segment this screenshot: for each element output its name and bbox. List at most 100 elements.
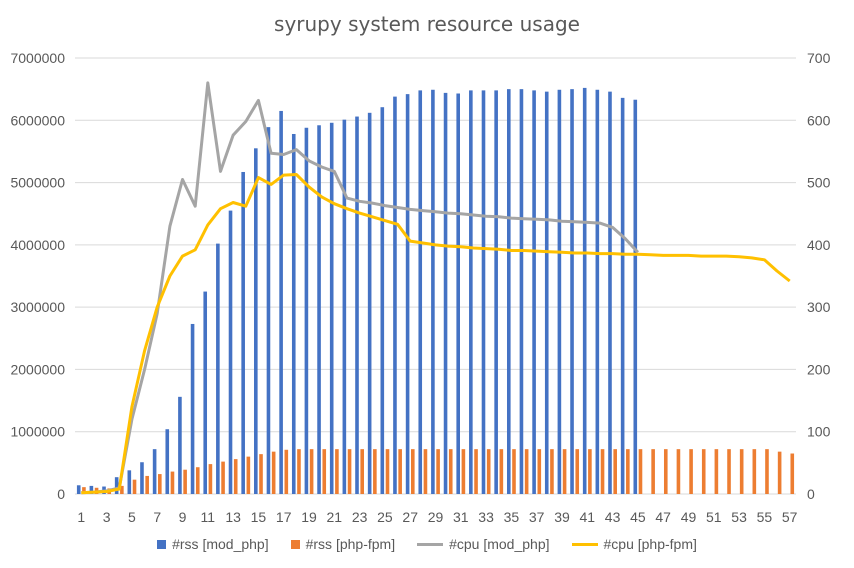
bar-rss-php-fpm (663, 449, 668, 494)
bar-rss-mod-php (494, 90, 498, 494)
bar-rss-php-fpm (626, 449, 630, 494)
y-right-tick-label: 400 (807, 237, 831, 253)
bar-rss-mod-php (544, 91, 549, 495)
bar-rss-mod-php (481, 90, 486, 494)
legend-swatch-line (417, 542, 444, 546)
bar-rss-php-fpm (347, 449, 352, 494)
bar-rss-mod-php (241, 171, 245, 495)
x-tick-label: 57 (782, 509, 798, 525)
bar-rss-php-fpm (499, 449, 504, 494)
x-tick-label: 47 (655, 509, 671, 525)
y-right-tick-label: 200 (807, 361, 831, 377)
bar-rss-php-fpm (170, 471, 175, 494)
legend-label: #cpu [php-fpm] (603, 536, 697, 552)
y-right-tick-label: 700 (807, 50, 831, 66)
y-left-tick-label: 3000000 (10, 299, 65, 315)
bar-rss-php-fpm (120, 485, 124, 494)
bar-rss-mod-php (140, 462, 144, 494)
bar-rss-php-fpm (790, 453, 795, 494)
bar-rss-php-fpm (221, 461, 225, 494)
bar-rss-php-fpm (752, 449, 757, 494)
bar-rss-php-fpm (246, 456, 251, 494)
bar-rss-mod-php (367, 112, 372, 494)
y-left-tick-label: 1000000 (10, 424, 65, 440)
bar-rss-php-fpm (411, 449, 415, 494)
bar-rss-php-fpm (158, 474, 162, 494)
bar-rss-mod-php (342, 119, 347, 495)
bar-rss-mod-php (317, 125, 321, 495)
legend-swatch-box (157, 539, 167, 549)
bar-rss-mod-php (114, 477, 119, 494)
x-tick-label: 45 (630, 509, 646, 525)
bar-rss-php-fpm (373, 449, 377, 494)
bar-rss-mod-php (418, 90, 423, 494)
y-right-tick-label: 100 (807, 424, 831, 440)
bar-rss-php-fpm (448, 449, 453, 494)
bar-rss-mod-php (266, 127, 271, 494)
bar-rss-mod-php (595, 89, 600, 494)
bar-rss-mod-php (254, 148, 258, 495)
x-tick-label: 43 (605, 509, 621, 525)
bar-rss-mod-php (291, 133, 296, 494)
bar-rss-mod-php (380, 107, 385, 494)
bar-rss-mod-php (304, 127, 309, 494)
x-tick-label: 31 (453, 509, 469, 525)
bar-rss-php-fpm (297, 449, 301, 494)
x-tick-label: 9 (179, 509, 187, 525)
x-tick-label: 13 (225, 509, 241, 525)
bar-rss-php-fpm (638, 449, 643, 494)
bar-rss-php-fpm (436, 449, 440, 494)
bar-rss-mod-php (405, 94, 410, 494)
bar-rss-php-fpm (588, 449, 592, 494)
bar-rss-php-fpm (259, 454, 263, 494)
bar-rss-php-fpm (183, 469, 187, 494)
bar-rss-php-fpm (727, 449, 731, 494)
bar-rss-php-fpm (613, 449, 617, 494)
y-right-tick-label: 0 (807, 486, 815, 502)
x-tick-label: 15 (251, 509, 267, 525)
bar-rss-php-fpm (651, 449, 655, 494)
bar-rss-mod-php (76, 485, 81, 494)
bar-rss-php-fpm (82, 487, 86, 494)
bar-rss-php-fpm (701, 449, 706, 494)
x-tick-label: 23 (352, 509, 368, 525)
y-right-tick-label: 300 (807, 299, 831, 315)
bar-rss-mod-php (355, 116, 359, 494)
bar-rss-php-fpm (777, 451, 782, 494)
y-left-tick-label: 6000000 (10, 112, 65, 128)
x-tick-label: 35 (504, 509, 520, 525)
x-tick-label: 5 (128, 509, 136, 525)
bar-rss-mod-php (393, 96, 397, 495)
bar-rss-php-fpm (423, 449, 428, 494)
x-tick-label: 53 (731, 509, 747, 525)
bar-rss-php-fpm (309, 449, 314, 494)
bar-rss-php-fpm (322, 449, 327, 494)
legend-item: #rss [mod_php] (157, 536, 269, 552)
x-tick-label: 41 (580, 509, 596, 525)
bar-rss-php-fpm (512, 449, 516, 494)
x-tick-label: 19 (301, 509, 317, 525)
legend-label: #cpu [mod_php] (449, 536, 550, 552)
legend-item: #cpu [mod_php] (417, 536, 550, 552)
legend-label: #rss [php-fpm] (305, 536, 396, 552)
x-tick-label: 29 (428, 509, 444, 525)
legend-swatch-line (571, 542, 598, 546)
x-tick-label: 39 (554, 509, 570, 525)
line-cpu-mod-php (81, 81, 640, 495)
x-tick-label: 1 (77, 509, 85, 525)
bar-rss-mod-php (178, 396, 182, 494)
bar-rss-php-fpm (714, 449, 719, 494)
bar-rss-php-fpm (562, 449, 567, 494)
bar-rss-php-fpm (360, 449, 365, 494)
x-tick-label: 49 (681, 509, 697, 525)
x-tick-label: 11 (201, 509, 216, 525)
bar-rss-mod-php (633, 99, 638, 494)
y-left-tick-label: 5000000 (10, 175, 65, 191)
bar-rss-mod-php (506, 89, 511, 495)
x-tick-label: 51 (706, 509, 722, 525)
bar-rss-mod-php (532, 90, 536, 494)
bar-rss-php-fpm (145, 475, 149, 494)
bar-rss-mod-php (519, 89, 524, 495)
